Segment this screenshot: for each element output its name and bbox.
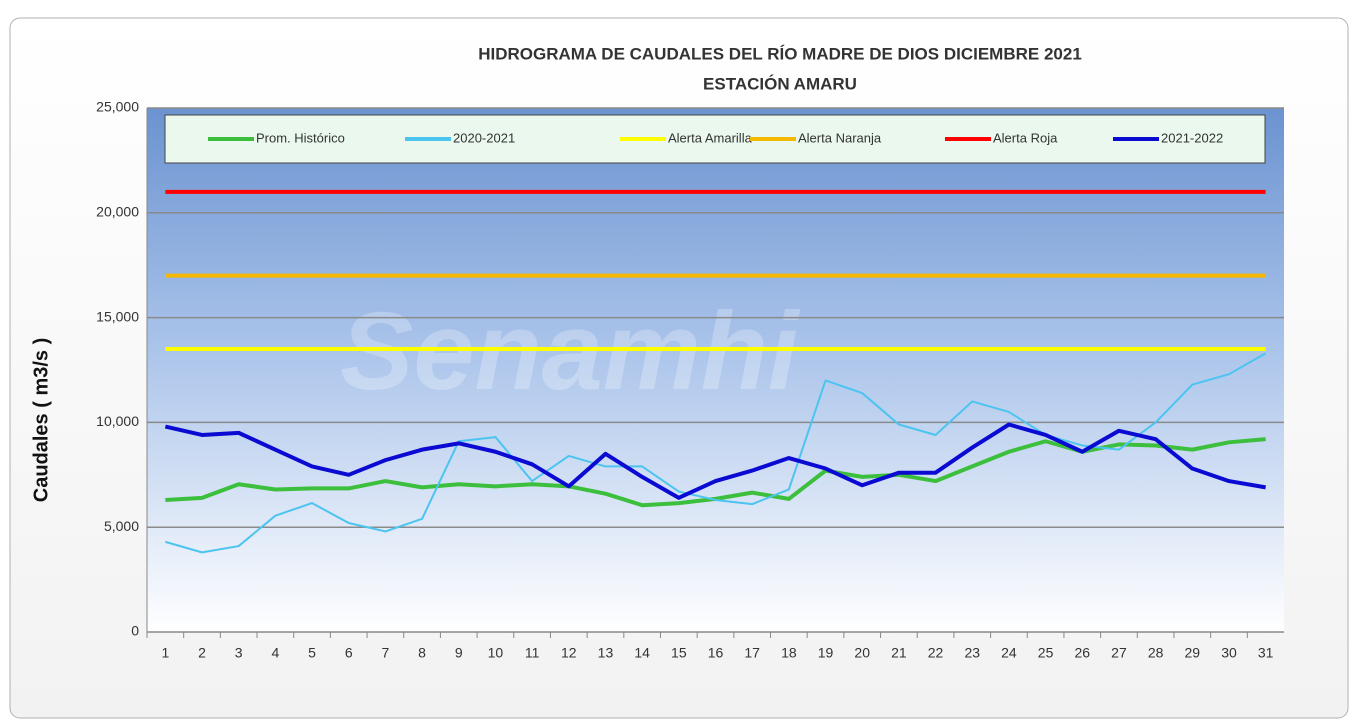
x-tick-label: 24 — [1001, 645, 1017, 661]
series-line — [165, 352, 1267, 554]
x-tick-label: 15 — [671, 645, 687, 661]
x-tick-label: 16 — [708, 645, 724, 661]
x-tick-label: 3 — [235, 645, 243, 661]
x-tick-label: 23 — [964, 645, 980, 661]
legend-label: Prom. Histórico — [256, 130, 345, 145]
y-axis-label: Caudales ( m3/s ) — [30, 338, 52, 503]
x-tick-label: 13 — [598, 645, 614, 661]
y-tick-label: 25,000 — [96, 99, 139, 115]
x-tick-label: 7 — [382, 645, 390, 661]
x-tick-label: 10 — [488, 645, 504, 661]
x-tick-label: 25 — [1038, 645, 1054, 661]
chart-title: HIDROGRAMA DE CAUDALES DEL RÍO MADRE DE … — [478, 44, 1082, 63]
legend-label: Alerta Amarilla — [668, 130, 753, 145]
x-tick-label: 31 — [1258, 645, 1274, 661]
y-tick-label: 0 — [131, 623, 139, 639]
x-tick-label: 4 — [271, 645, 279, 661]
x-tick-label: 26 — [1074, 645, 1090, 661]
x-tick-label: 9 — [455, 645, 463, 661]
x-tick-label: 11 — [525, 645, 540, 661]
series-line — [164, 422, 1266, 500]
x-tick-label: 12 — [561, 645, 577, 661]
x-tick-label: 2 — [198, 645, 206, 661]
x-tick-label: 20 — [854, 645, 870, 661]
x-tick-label: 29 — [1185, 645, 1201, 661]
chart-subtitle: ESTACIÓN AMARU — [703, 74, 857, 93]
legend-label: 2020-2021 — [453, 130, 515, 145]
x-tick-label: 30 — [1221, 645, 1237, 661]
x-tick-label: 5 — [308, 645, 316, 661]
legend-label: Alerta Naranja — [798, 130, 882, 145]
y-tick-label: 15,000 — [96, 308, 139, 324]
legend — [164, 114, 1266, 164]
x-tick-label: 6 — [345, 645, 353, 661]
watermark: Senamhi — [340, 290, 801, 413]
x-tick-label: 28 — [1148, 645, 1164, 661]
x-tick-label: 18 — [781, 645, 797, 661]
x-tick-label: 1 — [161, 645, 169, 661]
legend-label: Alerta Roja — [993, 130, 1058, 145]
x-tick-label: 19 — [818, 645, 834, 661]
y-tick-label: 10,000 — [96, 413, 139, 429]
legend-label: 2021-2022 — [1161, 130, 1223, 145]
x-tick-label: 14 — [634, 645, 650, 661]
x-tick-label: 21 — [891, 645, 907, 661]
x-tick-label: 17 — [744, 645, 760, 661]
plot-area — [147, 108, 1284, 632]
x-tick-label: 22 — [928, 645, 944, 661]
y-tick-label: 20,000 — [96, 204, 139, 220]
x-tick-label: 27 — [1111, 645, 1127, 661]
y-tick-label: 5,000 — [104, 518, 139, 534]
x-tick-label: 8 — [418, 645, 426, 661]
